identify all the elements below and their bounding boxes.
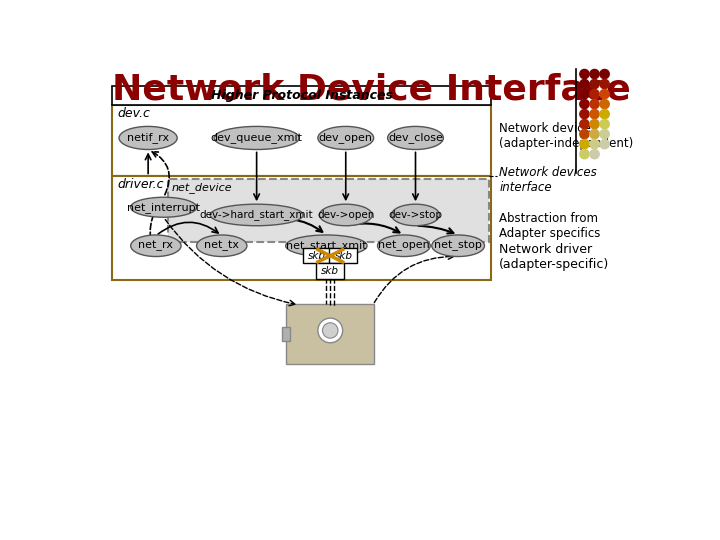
FancyBboxPatch shape (303, 248, 331, 264)
Circle shape (600, 110, 609, 119)
Text: net_tx: net_tx (204, 240, 239, 251)
Text: skb: skb (308, 251, 326, 261)
Text: skb: skb (334, 251, 352, 261)
Ellipse shape (286, 235, 367, 256)
Circle shape (590, 130, 599, 139)
Text: dev->hard_start_xmit: dev->hard_start_xmit (200, 210, 313, 220)
Circle shape (590, 119, 599, 129)
Ellipse shape (119, 126, 177, 150)
Circle shape (590, 110, 599, 119)
Ellipse shape (320, 204, 372, 226)
Circle shape (580, 99, 589, 109)
Text: dev_queue_xmit: dev_queue_xmit (211, 132, 302, 144)
Circle shape (323, 323, 338, 338)
FancyBboxPatch shape (282, 327, 290, 341)
Ellipse shape (131, 197, 197, 217)
Text: dev_open: dev_open (319, 132, 373, 144)
Text: Higher Protocol Instances: Higher Protocol Instances (210, 89, 392, 102)
Circle shape (600, 130, 609, 139)
Ellipse shape (432, 235, 485, 256)
Text: dev->stop: dev->stop (389, 210, 443, 220)
Circle shape (600, 79, 609, 89)
Text: Network Device Interface: Network Device Interface (112, 72, 631, 106)
Circle shape (318, 318, 343, 343)
Ellipse shape (197, 235, 247, 256)
Circle shape (580, 110, 589, 119)
Text: net_device: net_device (171, 182, 232, 193)
FancyBboxPatch shape (286, 303, 374, 364)
Circle shape (580, 150, 589, 159)
Circle shape (580, 130, 589, 139)
Text: Network devices
(adapter-independent): Network devices (adapter-independent) (499, 122, 634, 150)
Text: net_rx: net_rx (138, 240, 174, 251)
Circle shape (590, 150, 599, 159)
Ellipse shape (392, 204, 439, 226)
Ellipse shape (131, 235, 181, 256)
Circle shape (580, 70, 589, 79)
Text: Abstraction from
Adapter specifics: Abstraction from Adapter specifics (499, 213, 600, 240)
Circle shape (590, 79, 599, 89)
Circle shape (580, 139, 589, 148)
Text: netif_rx: netif_rx (127, 132, 169, 144)
Circle shape (580, 79, 589, 89)
Text: driver.c: driver.c (117, 178, 163, 191)
Circle shape (580, 90, 589, 99)
FancyBboxPatch shape (112, 86, 492, 105)
Ellipse shape (387, 126, 444, 150)
Text: Network devices
interface: Network devices interface (499, 166, 597, 194)
FancyBboxPatch shape (112, 177, 492, 280)
Text: net_open: net_open (378, 240, 430, 251)
Ellipse shape (377, 235, 431, 256)
Circle shape (600, 70, 609, 79)
FancyBboxPatch shape (168, 179, 489, 242)
Circle shape (590, 99, 599, 109)
Circle shape (590, 139, 599, 148)
Text: net_interrupt: net_interrupt (127, 202, 200, 213)
Ellipse shape (318, 126, 374, 150)
Text: net_stop: net_stop (434, 240, 482, 251)
Circle shape (590, 70, 599, 79)
Circle shape (580, 119, 589, 129)
Circle shape (600, 90, 609, 99)
FancyBboxPatch shape (330, 248, 357, 264)
Circle shape (590, 90, 599, 99)
Circle shape (600, 99, 609, 109)
FancyBboxPatch shape (316, 264, 344, 279)
Circle shape (600, 139, 609, 148)
Text: dev_close: dev_close (388, 132, 443, 144)
Circle shape (600, 119, 609, 129)
Text: dev.c: dev.c (117, 107, 150, 120)
Ellipse shape (210, 204, 303, 226)
Ellipse shape (214, 126, 300, 150)
Text: Network driver
(adapter-specific): Network driver (adapter-specific) (499, 244, 609, 271)
Text: dev->open: dev->open (317, 210, 374, 220)
FancyBboxPatch shape (112, 105, 492, 177)
Text: skb: skb (321, 266, 339, 276)
Text: net_start_xmit: net_start_xmit (286, 240, 366, 251)
